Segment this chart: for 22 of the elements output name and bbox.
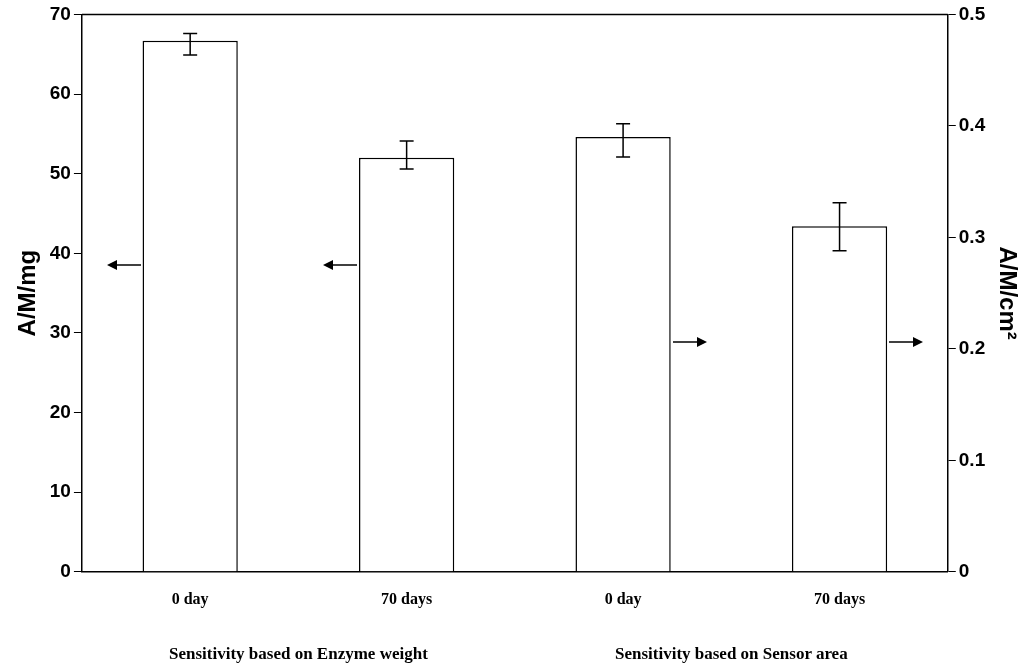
x-tick-label: 0 day	[604, 589, 642, 608]
y-tick-label: 20	[49, 400, 71, 422]
y-tick-label: 60	[49, 82, 71, 104]
y-tick-label: 70	[49, 2, 71, 24]
text: Sensitivity based on Enzyme weight	[169, 644, 429, 663]
x-tick-label: 70 days	[381, 589, 433, 608]
y2-tick-label: 0.3	[958, 225, 986, 247]
y2-tick-label: 0.4	[958, 114, 986, 136]
y-axis-title: A/M/mg	[13, 249, 41, 337]
y-tick-label: 40	[49, 241, 71, 263]
y-tick-label: 0	[60, 560, 71, 582]
x-tick-label: 0 day	[171, 589, 209, 608]
y2-tick-label: 0.5	[958, 2, 986, 24]
y2-tick-label: 0.1	[958, 448, 986, 470]
y-tick-label: 30	[49, 321, 71, 343]
y2-tick-label: 0	[958, 560, 970, 582]
x-tick-label: 70 days	[813, 589, 866, 608]
y-tick-label: 50	[49, 161, 71, 183]
y-tick-label: 10	[49, 480, 71, 502]
y2-tick-label: 0.2	[958, 337, 986, 359]
text: Sensitivity based on Sensor area	[614, 644, 849, 663]
y2-axis-title: A/M/cm²	[994, 246, 1022, 340]
